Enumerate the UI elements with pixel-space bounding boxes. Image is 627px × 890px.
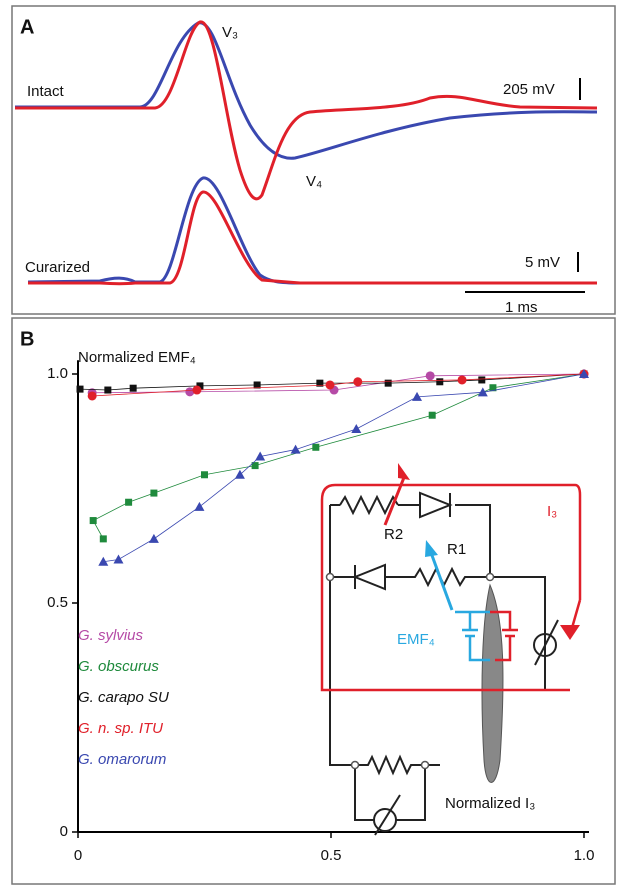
fish	[481, 583, 504, 783]
peak-label: V₃	[222, 24, 238, 41]
point	[384, 379, 392, 387]
point	[412, 391, 423, 401]
point	[129, 384, 137, 392]
point	[316, 379, 324, 387]
point	[436, 378, 444, 386]
point	[351, 423, 362, 433]
point	[201, 471, 208, 479]
trace	[28, 190, 597, 286]
legend-entry: G. sylvius	[78, 627, 144, 644]
point	[104, 386, 112, 394]
point	[477, 387, 488, 397]
point	[425, 371, 435, 381]
point	[87, 391, 97, 401]
emf-battery	[455, 610, 490, 662]
point	[99, 535, 107, 543]
x-tick-label: 1.0	[574, 847, 595, 864]
trace-label: Intact	[27, 83, 65, 100]
point	[192, 385, 202, 395]
y-tick-label: 0	[60, 823, 68, 840]
battery	[490, 610, 518, 662]
arrow-head	[398, 463, 410, 480]
point	[457, 375, 467, 385]
arrow	[428, 549, 454, 611]
point	[113, 554, 124, 564]
arrow-head	[560, 625, 580, 640]
scale-label: 1 ms	[505, 299, 538, 316]
point	[312, 443, 320, 451]
x-tick-label: 0.5	[321, 847, 342, 864]
point	[234, 469, 245, 479]
circuit-label: R2	[384, 526, 403, 543]
point	[251, 462, 259, 470]
series-line	[92, 373, 585, 397]
panel-label: A	[20, 16, 34, 38]
arrow	[383, 474, 407, 526]
y-tick-label: 0.5	[47, 594, 68, 611]
series-line	[103, 373, 585, 563]
point	[478, 376, 486, 384]
trace	[15, 20, 598, 201]
trough-label: V₄	[306, 173, 322, 190]
point	[98, 556, 109, 566]
legend-entry: G. n. sp. ITU	[78, 720, 163, 737]
plot: 0 0.5 1.0 0 0.5 1.0 G. sylvius G. obscurus G. ca…	[47, 360, 594, 864]
x-axis-label: Normalized I₃	[445, 795, 535, 812]
legend-entry: G. carapo SU	[78, 689, 169, 706]
point	[353, 377, 363, 387]
point	[194, 501, 205, 511]
point	[253, 381, 261, 389]
point	[579, 369, 589, 378]
point	[489, 384, 497, 392]
y-tick-label: 1.0	[47, 365, 68, 382]
legend-entry: G. obscurus	[78, 658, 159, 675]
panel-b-frame	[11, 317, 616, 885]
trace	[27, 176, 597, 285]
trace-label: Curarized	[25, 259, 90, 276]
point	[325, 380, 335, 390]
legend-entry: G. omarorum	[78, 751, 166, 768]
point	[428, 411, 436, 419]
point	[290, 444, 301, 454]
panel-label: B	[20, 328, 34, 350]
point	[76, 385, 84, 393]
circuit-label: R1	[447, 541, 466, 558]
arrow-head	[425, 540, 438, 557]
point	[196, 382, 204, 390]
panel-a-frame	[11, 5, 616, 315]
point	[89, 517, 97, 525]
x-tick-label: 0	[74, 847, 82, 864]
y-axis-label: Normalized EMF₄	[78, 349, 196, 366]
scale-label: 205 mV	[503, 81, 555, 98]
trace	[15, 21, 598, 160]
point	[125, 498, 133, 506]
circuit-label: I₃	[547, 503, 557, 520]
circuit-label: EMF₄	[397, 631, 435, 648]
point	[150, 489, 158, 497]
point	[185, 387, 195, 397]
point	[255, 451, 266, 461]
circuit	[329, 491, 559, 836]
series-line	[92, 373, 585, 540]
scale-label: 5 mV	[525, 254, 560, 271]
point	[148, 533, 159, 543]
